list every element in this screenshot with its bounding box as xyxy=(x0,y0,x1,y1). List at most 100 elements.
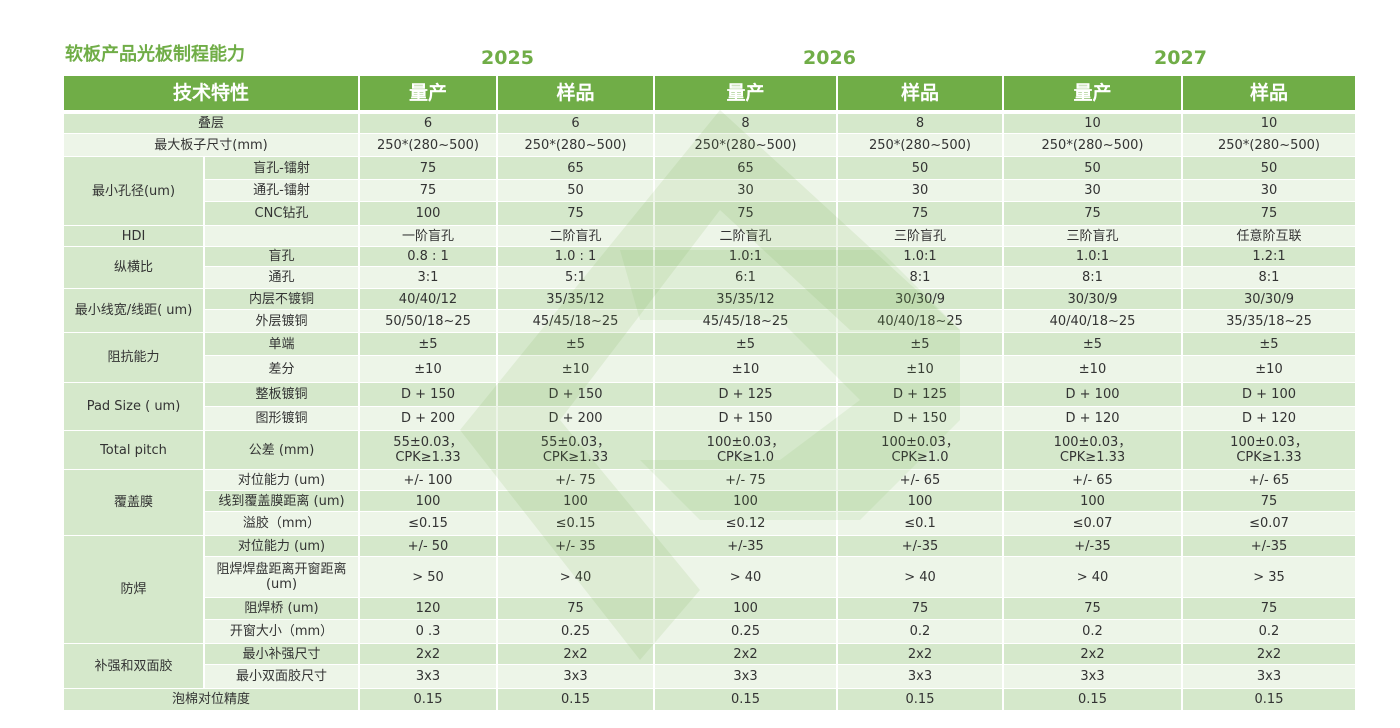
value-cell: 40/40/12 xyxy=(360,289,496,309)
value-cell: 100±0.03， CPK≥1.33 xyxy=(1004,431,1181,469)
row-label: 外层镀铜 xyxy=(205,310,358,332)
value-cell: 3x3 xyxy=(1183,665,1355,688)
value-cell: 50 xyxy=(498,180,653,201)
value-cell: 3x3 xyxy=(1004,665,1181,688)
row-label: 通孔-镭射 xyxy=(205,180,358,201)
value-cell: D + 150 xyxy=(655,407,836,430)
row-label: 盲孔 xyxy=(205,247,358,266)
row-label: 阻焊桥 (um) xyxy=(205,598,358,619)
row-label: 开窗大小（mm） xyxy=(205,620,358,643)
row-label: 图形镀铜 xyxy=(205,407,358,430)
header-cell: 样品 xyxy=(1183,76,1355,110)
value-cell: 0.15 xyxy=(498,689,653,710)
value-cell: D + 200 xyxy=(498,407,653,430)
value-cell: 45/45/18~25 xyxy=(498,310,653,332)
header-cell: 技术特性 xyxy=(64,76,358,110)
value-cell: ±10 xyxy=(1004,356,1181,382)
value-cell: +/-35 xyxy=(838,536,1002,556)
value-cell: 一阶盲孔 xyxy=(360,226,496,246)
value-cell: ±5 xyxy=(360,333,496,355)
row-label: 叠层 xyxy=(64,114,358,133)
value-cell: ±10 xyxy=(655,356,836,382)
value-cell: 2x2 xyxy=(1183,644,1355,664)
value-cell: 1.0:1 xyxy=(1004,247,1181,266)
value-cell: 2x2 xyxy=(498,644,653,664)
value-cell: D + 125 xyxy=(655,383,836,406)
section-label: 最小孔径(um) xyxy=(64,157,203,225)
value-cell: 2x2 xyxy=(1004,644,1181,664)
section-label: Total pitch xyxy=(64,431,203,469)
row-label: 公差 (mm) xyxy=(205,431,358,469)
value-cell: 8 xyxy=(655,114,836,133)
value-cell: +/-35 xyxy=(1004,536,1181,556)
value-cell: 三阶盲孔 xyxy=(838,226,1002,246)
value-cell: 250*(280~500) xyxy=(1183,134,1355,156)
row-label: 溢胶（mm） xyxy=(205,512,358,535)
value-cell: 75 xyxy=(360,157,496,179)
value-cell: 100 xyxy=(360,491,496,511)
value-cell: 45/45/18~25 xyxy=(655,310,836,332)
value-cell: 6 xyxy=(498,114,653,133)
header-cell: 量产 xyxy=(360,76,496,110)
section-label: 阻抗能力 xyxy=(64,333,203,382)
value-cell: +/- 50 xyxy=(360,536,496,556)
value-cell: 0.2 xyxy=(1004,620,1181,643)
value-cell: 5:1 xyxy=(498,267,653,288)
value-cell: 8:1 xyxy=(1004,267,1181,288)
value-cell: 100±0.03， CPK≥1.0 xyxy=(655,431,836,469)
value-cell: ±10 xyxy=(498,356,653,382)
value-cell: 2x2 xyxy=(655,644,836,664)
value-cell: ≤0.1 xyxy=(838,512,1002,535)
row-label: 内层不镀铜 xyxy=(205,289,358,309)
value-cell: > 35 xyxy=(1183,557,1355,597)
value-cell: 8:1 xyxy=(1183,267,1355,288)
value-cell: 30 xyxy=(1004,180,1181,201)
value-cell: 二阶盲孔 xyxy=(498,226,653,246)
value-cell: 50/50/18~25 xyxy=(360,310,496,332)
value-cell: 6 xyxy=(360,114,496,133)
value-cell: 0.25 xyxy=(498,620,653,643)
year-label: 2027 xyxy=(1154,47,1207,69)
row-label: 对位能力 (um) xyxy=(205,536,358,556)
value-cell: +/- 35 xyxy=(498,536,653,556)
value-cell: 3x3 xyxy=(655,665,836,688)
value-cell: 0.15 xyxy=(655,689,836,710)
value-cell: 30 xyxy=(655,180,836,201)
value-cell: +/- 65 xyxy=(1183,470,1355,490)
value-cell: D + 120 xyxy=(1004,407,1181,430)
value-cell: ±10 xyxy=(838,356,1002,382)
value-cell: ±5 xyxy=(655,333,836,355)
value-cell: > 40 xyxy=(838,557,1002,597)
value-cell: 75 xyxy=(498,598,653,619)
value-cell: 50 xyxy=(1183,157,1355,179)
header-cell: 量产 xyxy=(655,76,836,110)
value-cell: 100 xyxy=(655,491,836,511)
value-cell: +/- 75 xyxy=(498,470,653,490)
value-cell: 100 xyxy=(1004,491,1181,511)
value-cell: 100 xyxy=(498,491,653,511)
value-cell: 100 xyxy=(838,491,1002,511)
row-label: 最大板子尺寸(mm) xyxy=(64,134,358,156)
value-cell: 10 xyxy=(1183,114,1355,133)
value-cell: ≤0.07 xyxy=(1004,512,1181,535)
value-cell: 任意阶互联 xyxy=(1183,226,1355,246)
value-cell: 1.0:1 xyxy=(838,247,1002,266)
value-cell: ≤0.12 xyxy=(655,512,836,535)
value-cell: 75 xyxy=(360,180,496,201)
value-cell: D + 100 xyxy=(1004,383,1181,406)
value-cell: +/-35 xyxy=(655,536,836,556)
value-cell: 65 xyxy=(498,157,653,179)
value-cell: 100 xyxy=(360,202,496,225)
value-cell: 75 xyxy=(1004,598,1181,619)
value-cell: 1.0:1 xyxy=(655,247,836,266)
value-cell: +/- 75 xyxy=(655,470,836,490)
value-cell: 75 xyxy=(838,202,1002,225)
value-cell: 75 xyxy=(1183,202,1355,225)
header-cell: 样品 xyxy=(838,76,1002,110)
value-cell: 0.15 xyxy=(360,689,496,710)
value-cell: 1.0 : 1 xyxy=(498,247,653,266)
row-label: 最小补强尺寸 xyxy=(205,644,358,664)
value-cell: 100±0.03， CPK≥1.0 xyxy=(838,431,1002,469)
value-cell: +/- 65 xyxy=(1004,470,1181,490)
